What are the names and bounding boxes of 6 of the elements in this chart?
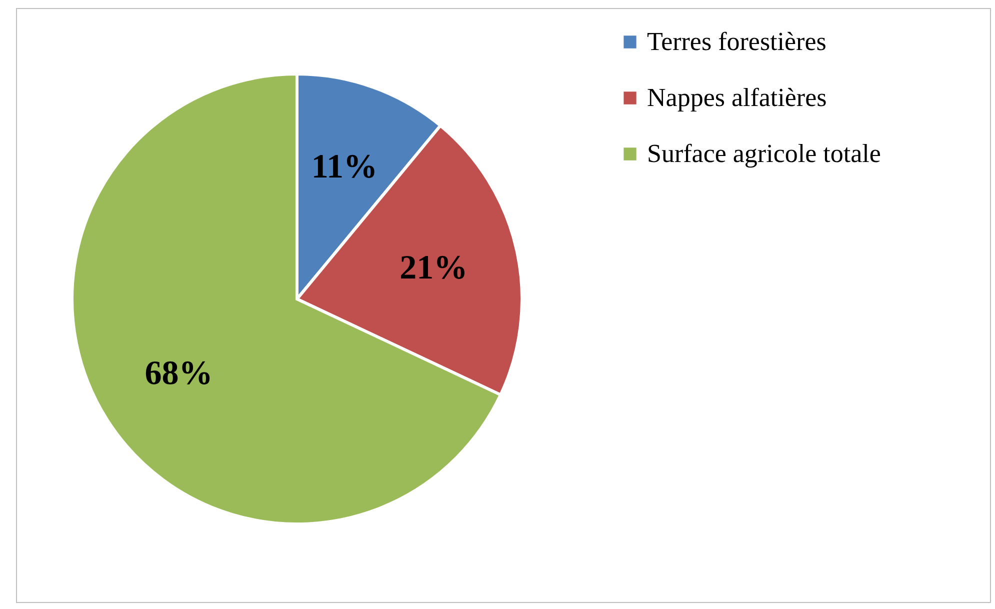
legend-label: Surface agricole totale	[647, 139, 881, 168]
legend-label: Terres forestières	[647, 27, 826, 56]
data-label: 21%	[400, 249, 468, 286]
data-label: 11%	[311, 148, 378, 186]
legend-label: Nappes alfatières	[647, 83, 827, 112]
data-label: 68%	[144, 355, 213, 392]
